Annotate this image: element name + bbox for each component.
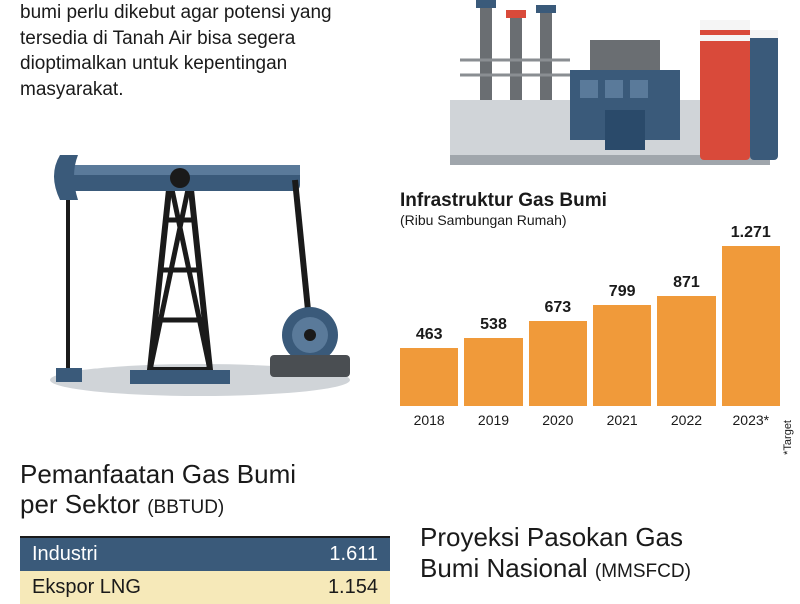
sector-row-label: Industri [32, 543, 98, 566]
sector-usage-title: Pemanfaatan Gas Bumi per Sektor (BBTUD) [20, 460, 296, 520]
bar-rect [529, 321, 587, 406]
projection-title: Proyeksi Pasokan Gas Bumi Nasional (MMSF… [420, 522, 790, 584]
bar-value-label: 799 [609, 283, 636, 301]
bar-column: 463 2018 [400, 326, 458, 428]
pumpjack-illustration [40, 120, 360, 400]
projection-title-line2: Bumi Nasional [420, 553, 588, 583]
bar-value-label: 1.271 [731, 224, 771, 242]
sector-usage-table: Industri 1.611 Ekspor LNG 1.154 [20, 536, 390, 604]
sector-row: Ekspor LNG 1.154 [20, 571, 390, 604]
bar-column: 538 2019 [464, 316, 522, 428]
bar-category-label: 2018 [414, 412, 445, 428]
bar-rect [593, 305, 651, 406]
bar-rect [657, 296, 715, 406]
projection-unit: (MMSFCD) [595, 561, 691, 582]
sector-title-line2: per Sektor [20, 489, 140, 519]
bar-category-label: 2022 [671, 412, 702, 428]
bar-column: 799 2021 [593, 283, 651, 428]
intro-paragraph: bumi perlu dikebut agar potensi yang ter… [20, 0, 360, 103]
bar-value-label: 673 [544, 299, 571, 317]
sector-row-value: 1.611 [329, 543, 378, 566]
bar-rect [464, 338, 522, 406]
bar-column: 871 2022 [657, 274, 715, 428]
barchart-target-note: *Target [782, 420, 794, 455]
bar-category-label: 2021 [607, 412, 638, 428]
bar-column: 1.271 2023* [722, 224, 780, 428]
infrastructure-bar-chart: Infrastruktur Gas Bumi (Ribu Sambungan R… [400, 190, 780, 450]
sector-title-line1: Pemanfaatan Gas Bumi [20, 459, 296, 489]
sector-row: Industri 1.611 [20, 536, 390, 571]
sector-row-label: Ekspor LNG [32, 576, 141, 599]
projection-title-line1: Proyeksi Pasokan Gas [420, 522, 683, 552]
refinery-plant-illustration [440, 0, 780, 170]
bar-value-label: 538 [480, 316, 507, 334]
bar-category-label: 2020 [542, 412, 573, 428]
bar-category-label: 2019 [478, 412, 509, 428]
barchart-bars: 463201853820196732020799202187120221.271… [400, 238, 780, 428]
bar-value-label: 463 [416, 326, 443, 344]
sector-unit: (BBTUD) [147, 497, 224, 518]
barchart-title: Infrastruktur Gas Bumi [400, 190, 780, 212]
bar-rect [722, 246, 780, 406]
sector-row-value: 1.154 [328, 576, 378, 599]
bar-column: 673 2020 [529, 299, 587, 428]
bar-category-label: 2023* [733, 412, 770, 428]
bar-rect [400, 348, 458, 406]
bar-value-label: 871 [673, 274, 700, 292]
